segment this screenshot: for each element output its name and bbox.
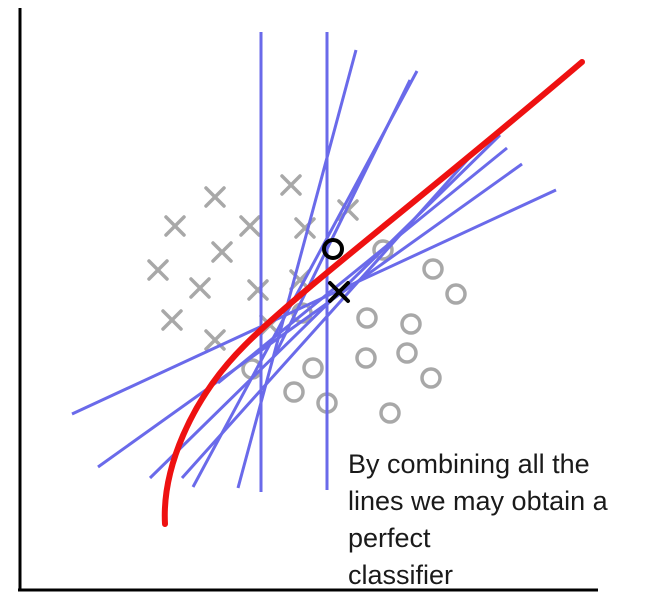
circle-point xyxy=(400,313,422,335)
circle-point xyxy=(420,367,442,389)
caption-line-2: lines we may obtain a xyxy=(348,486,608,516)
circle-point xyxy=(396,342,418,364)
test-points xyxy=(322,238,350,303)
test-circle-point xyxy=(322,238,344,260)
cross-point xyxy=(147,259,169,281)
weak-line xyxy=(71,188,557,416)
cross-point xyxy=(164,215,186,237)
weak-classifier-lines xyxy=(71,32,557,492)
circle-point xyxy=(445,283,467,305)
circle-point xyxy=(372,239,394,261)
caption-line-4: classifier xyxy=(348,560,454,590)
caption-line-3: perfect xyxy=(348,523,431,553)
cross-point xyxy=(247,279,269,301)
weak-line xyxy=(97,162,523,469)
circle-point xyxy=(355,347,377,369)
weak-line xyxy=(236,49,358,489)
circle-point xyxy=(302,357,324,379)
caption-text: By combining all the lines we may obtain… xyxy=(348,446,663,594)
test-cross-point xyxy=(328,281,350,303)
cross-point xyxy=(204,186,226,208)
circle-point xyxy=(356,307,378,329)
axes xyxy=(18,8,598,592)
cross-point xyxy=(189,277,211,299)
circle-point xyxy=(283,381,305,403)
caption-line-1: By combining all the xyxy=(348,449,590,479)
cross-point xyxy=(161,309,183,331)
circle-point xyxy=(379,402,401,424)
cross-point xyxy=(239,215,261,237)
combined-classifier-curve xyxy=(161,59,585,527)
weak-line xyxy=(217,146,508,385)
weak-line xyxy=(180,155,472,480)
circle-point xyxy=(422,258,444,280)
cross-point xyxy=(280,174,302,196)
cross-point xyxy=(211,241,233,263)
